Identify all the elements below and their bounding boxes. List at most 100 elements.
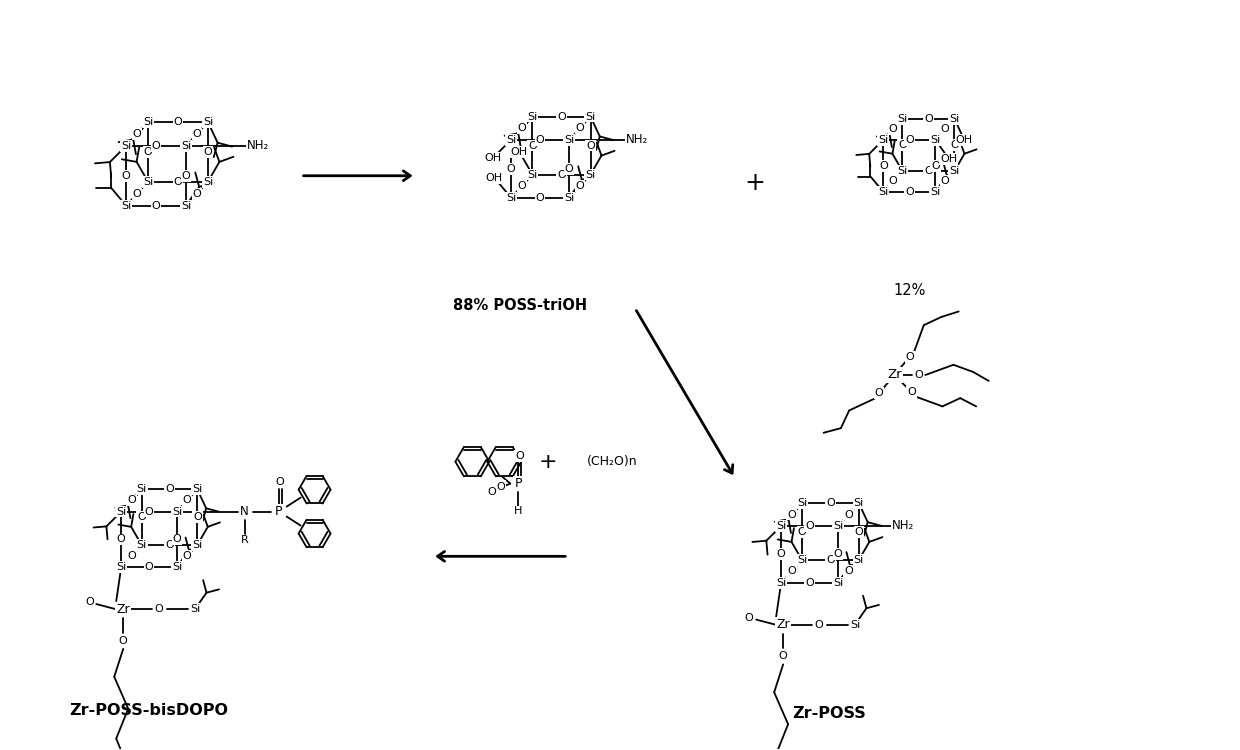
Text: Si: Si xyxy=(950,166,960,176)
Text: O: O xyxy=(844,566,853,576)
Text: Si: Si xyxy=(776,578,786,588)
Text: Si: Si xyxy=(203,117,213,127)
Text: O: O xyxy=(145,562,154,572)
Text: O: O xyxy=(779,652,787,662)
Text: O: O xyxy=(193,512,202,522)
Text: O: O xyxy=(776,549,785,560)
Text: O: O xyxy=(181,171,191,181)
Text: Zr-POSS: Zr-POSS xyxy=(792,706,867,722)
Text: Si: Si xyxy=(878,135,888,145)
Text: O: O xyxy=(507,164,516,174)
Text: Si: Si xyxy=(930,135,940,145)
Text: O: O xyxy=(151,141,160,151)
Text: R: R xyxy=(241,536,248,545)
Text: O: O xyxy=(874,388,883,398)
Text: O: O xyxy=(565,164,574,174)
Text: O: O xyxy=(165,540,174,550)
Text: O: O xyxy=(833,549,842,560)
Text: Si: Si xyxy=(797,555,807,565)
Text: NH₂: NH₂ xyxy=(626,134,649,146)
Text: P: P xyxy=(515,477,522,490)
Text: Si: Si xyxy=(950,114,960,124)
Text: Zr: Zr xyxy=(776,618,790,631)
Text: O: O xyxy=(905,352,914,362)
Text: Si: Si xyxy=(898,166,908,176)
Text: P: P xyxy=(275,505,283,518)
Text: Si: Si xyxy=(122,141,131,151)
Text: O: O xyxy=(126,551,136,561)
Text: O: O xyxy=(145,506,154,517)
Text: Si: Si xyxy=(136,540,146,550)
Text: Si: Si xyxy=(585,170,595,179)
Text: O: O xyxy=(931,160,940,171)
Text: O: O xyxy=(516,451,525,460)
Text: Si: Si xyxy=(117,506,126,517)
Text: O: O xyxy=(797,526,806,536)
Text: O: O xyxy=(950,140,959,150)
Text: O: O xyxy=(496,482,505,491)
Text: O: O xyxy=(854,526,863,536)
Text: Si: Si xyxy=(833,521,843,531)
Text: +: + xyxy=(744,171,765,195)
Text: Si: Si xyxy=(181,141,191,151)
Text: O: O xyxy=(151,201,160,211)
Text: Si: Si xyxy=(776,521,786,531)
Text: Si: Si xyxy=(172,506,182,517)
Text: N: N xyxy=(241,505,249,518)
Text: Si: Si xyxy=(190,604,200,614)
Text: Si: Si xyxy=(143,177,154,187)
Text: OH: OH xyxy=(940,154,957,164)
Text: Si: Si xyxy=(853,498,864,508)
Text: O: O xyxy=(575,182,584,191)
Text: 88% POSS-triOH: 88% POSS-triOH xyxy=(453,298,588,313)
Text: Si: Si xyxy=(122,201,131,211)
Text: O: O xyxy=(536,193,544,202)
Text: O: O xyxy=(924,114,932,124)
Text: Zr: Zr xyxy=(887,368,901,382)
Text: O: O xyxy=(914,370,923,380)
Text: Si: Si xyxy=(192,540,202,550)
Text: Si: Si xyxy=(878,187,888,196)
Text: O: O xyxy=(122,171,130,181)
Text: Si: Si xyxy=(797,498,807,508)
Text: Zr: Zr xyxy=(117,602,130,616)
Text: O: O xyxy=(182,496,191,506)
Text: O: O xyxy=(117,535,125,544)
Text: Si: Si xyxy=(833,578,843,588)
Text: O: O xyxy=(905,135,914,145)
Text: O: O xyxy=(192,129,201,139)
Text: O: O xyxy=(805,521,813,531)
Text: O: O xyxy=(192,189,201,199)
Text: Si: Si xyxy=(181,201,191,211)
Text: H: H xyxy=(515,506,522,517)
Text: 12%: 12% xyxy=(893,283,925,298)
Text: Si: Si xyxy=(564,135,574,145)
Text: O: O xyxy=(941,176,950,187)
Text: O: O xyxy=(844,509,853,520)
Text: O: O xyxy=(126,496,136,506)
Text: O: O xyxy=(924,166,932,176)
Text: Si: Si xyxy=(506,135,516,145)
Text: Si: Si xyxy=(849,620,861,629)
Text: O: O xyxy=(144,147,153,157)
Text: Si: Si xyxy=(136,484,146,494)
Text: O: O xyxy=(787,566,796,576)
Text: OH: OH xyxy=(484,153,501,164)
Text: OH: OH xyxy=(511,147,528,157)
Text: +: + xyxy=(539,452,558,472)
Text: Si: Si xyxy=(506,193,516,202)
Text: O: O xyxy=(906,387,915,397)
Text: O: O xyxy=(174,177,182,187)
Text: O: O xyxy=(119,636,128,646)
Text: OH: OH xyxy=(486,172,503,183)
Text: Si: Si xyxy=(853,555,864,565)
Text: O: O xyxy=(941,124,950,134)
Text: Si: Si xyxy=(585,112,595,122)
Text: Zr-POSS-bisDOPO: Zr-POSS-bisDOPO xyxy=(69,704,228,718)
Text: O: O xyxy=(487,487,496,496)
Text: O: O xyxy=(889,124,898,134)
Text: O: O xyxy=(203,147,212,157)
Text: O: O xyxy=(172,535,181,544)
Text: Si: Si xyxy=(898,114,908,124)
Text: O: O xyxy=(517,123,526,134)
